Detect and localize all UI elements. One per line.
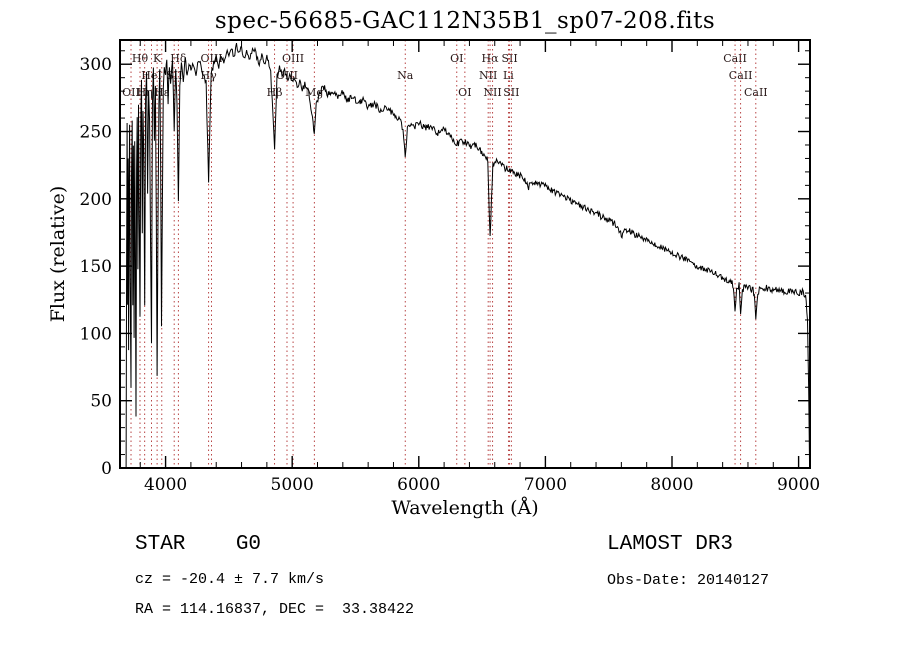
object-class-label: STAR G0 — [135, 533, 262, 556]
x-tick-label: 8000 — [650, 475, 693, 495]
spectral-line-label: OII — [122, 86, 140, 99]
y-tick-label: 0 — [101, 459, 112, 479]
spectral-line-label: CaII — [744, 86, 768, 99]
y-tick-label: 50 — [90, 392, 112, 412]
y-tick-label: 150 — [80, 257, 112, 277]
spectral-line-label: SII — [501, 52, 517, 65]
spectral-line-label: NII — [479, 69, 497, 82]
spectral-line-label: CaII — [723, 52, 747, 65]
x-tick-label: 5000 — [271, 475, 314, 495]
obs-date-label: Obs-Date: 20140127 — [607, 572, 770, 589]
spectral-line-label: OIII — [282, 52, 304, 65]
spectral-line-label: NII — [483, 86, 501, 99]
redshift-velocity-label: cz = -20.4 ± 7.7 km/s — [135, 571, 325, 588]
y-tick-label: 300 — [80, 55, 112, 75]
spectral-line-label: Hα — [482, 52, 500, 65]
spectral-line-label: Hε — [154, 86, 170, 99]
x-tick-label: 6000 — [397, 475, 440, 495]
coordinates-label: RA = 114.16837, DEC = 33.38422 — [135, 601, 415, 618]
x-tick-label: 4000 — [144, 475, 187, 495]
spectral-line-label: Hγ — [201, 69, 218, 82]
spectral-line-label: Hδ — [170, 52, 187, 65]
x-tick-label: 9000 — [777, 475, 820, 495]
spectral-line-label: OI — [450, 52, 463, 65]
spectral-line-label: CaII — [729, 69, 753, 82]
spectral-line-label: OI — [458, 86, 471, 99]
y-tick-label: 200 — [80, 190, 112, 210]
y-tick-label: 100 — [80, 324, 112, 344]
spectrum-trace — [125, 42, 810, 469]
spectral-line-label: K — [153, 52, 162, 65]
y-tick-label: 250 — [80, 123, 112, 143]
spectral-line-label: HeI — [141, 69, 161, 82]
spectral-line-label: Li — [503, 69, 514, 82]
x-axis-label: Wavelength (Å) — [391, 497, 539, 519]
x-tick-label: 7000 — [524, 475, 567, 495]
plot-title: spec-56685-GAC112N35B1_sp07-208.fits — [214, 8, 716, 34]
spectral-line-label: Hθ — [132, 52, 149, 65]
spectral-line-label: Hβ — [267, 86, 283, 99]
spectral-line-label: Na — [397, 69, 414, 82]
spectral-line-label: Hη — [137, 86, 153, 99]
spectral-line-label: SII — [503, 86, 519, 99]
plot-frame — [119, 39, 811, 469]
survey-label: LAMOST DR3 — [607, 533, 734, 556]
